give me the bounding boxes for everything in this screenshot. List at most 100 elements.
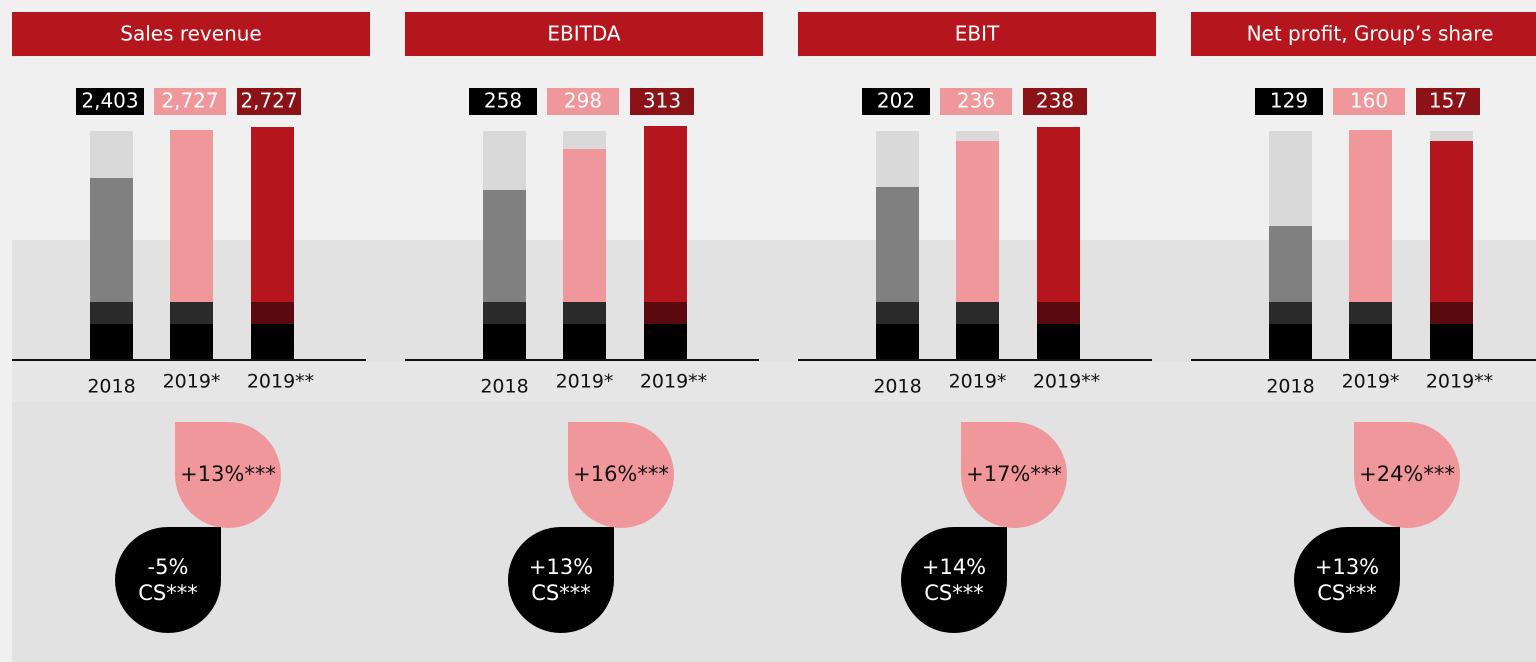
bar-cap	[956, 131, 999, 141]
bar-cap	[563, 131, 606, 149]
value-label: 157	[1429, 89, 1467, 113]
panel-title: Net profit, Group’s share	[1247, 22, 1494, 46]
category: 2019**	[640, 371, 707, 393]
bar-main	[956, 141, 999, 302]
bar-dark	[90, 302, 133, 324]
category: 2018	[873, 376, 921, 398]
bubble-bottom	[901, 527, 1007, 633]
label-box	[1416, 88, 1480, 115]
label-box	[547, 88, 619, 115]
category: 2019*	[556, 371, 614, 393]
panel-title: EBIT	[955, 22, 1000, 46]
bubble-bottom	[508, 527, 614, 633]
bar-base	[1430, 324, 1473, 360]
panel-title: Sales revenue	[120, 22, 261, 46]
bubble-bottom-text: CS***	[924, 581, 984, 605]
bar-dark	[644, 302, 687, 324]
bubble-top	[175, 422, 281, 528]
panel: Sales revenue 2,403 2018 2,727 2019* 2,727 201…	[12, 12, 370, 633]
bubble-bottom	[1294, 527, 1400, 633]
bar-dark	[251, 302, 294, 324]
bubble-top	[568, 422, 674, 528]
category: 2019*	[1342, 371, 1400, 393]
label-box	[76, 88, 144, 115]
bar-dark	[1037, 302, 1080, 324]
bar-main	[1269, 226, 1312, 302]
category: 2019*	[163, 371, 221, 393]
label-box	[469, 88, 537, 115]
bar-base	[956, 324, 999, 360]
bar-cap	[876, 131, 919, 187]
bar-main	[170, 130, 213, 302]
bubble-top-text: +13%***	[180, 462, 276, 486]
bar-base	[644, 324, 687, 360]
panel: EBIT 202 2018 236 2019* 238 2019** +17%*** +14%C…	[798, 12, 1156, 633]
value-label: 2,403	[81, 89, 138, 113]
bubble-bottom	[115, 527, 221, 633]
bubble-top	[961, 422, 1067, 528]
category: 2019**	[1426, 371, 1493, 393]
title-bar	[405, 12, 763, 56]
bar-main	[1037, 127, 1080, 302]
panel: Net profit, Group’s share 129 2018 160 2019*…	[1191, 12, 1536, 633]
bar-base	[251, 324, 294, 360]
bar-cap	[90, 131, 133, 178]
title-bar	[1191, 12, 1536, 56]
panel-title: EBITDA	[547, 22, 621, 46]
title-bar	[798, 12, 1156, 56]
value-label: 258	[484, 89, 522, 113]
bar-base	[563, 324, 606, 360]
panel: EBITDA 258 2018 298 2019* 313 2019** +16%*** +13…	[405, 12, 763, 633]
bar-base	[1037, 324, 1080, 360]
bubble-top-text: +16%***	[573, 462, 669, 486]
bubble-bottom-text: CS***	[138, 581, 198, 605]
label-box	[940, 88, 1012, 115]
bar-main	[1430, 141, 1473, 302]
bar-cap	[1430, 131, 1473, 141]
label-band	[12, 362, 1536, 402]
category: 2018	[1266, 376, 1314, 398]
value-label: 313	[643, 89, 681, 113]
label-box	[1333, 88, 1405, 115]
category: 2019**	[247, 371, 314, 393]
bar-main	[563, 149, 606, 302]
value-label: 2,727	[161, 89, 218, 113]
bubble-bottom-text: CS***	[531, 581, 591, 605]
bar-main	[483, 190, 526, 302]
category: 2019**	[1033, 371, 1100, 393]
category: 2019*	[949, 371, 1007, 393]
bar-cap	[1269, 131, 1312, 226]
bubble-bottom-text: +14%	[922, 555, 986, 579]
value-label: 238	[1036, 89, 1074, 113]
category: 2018	[480, 376, 528, 398]
bar-base	[170, 324, 213, 360]
bar-base	[1349, 324, 1392, 360]
bar-main	[876, 187, 919, 302]
bar-dark	[1269, 302, 1312, 324]
bar-base	[483, 324, 526, 360]
bubble-top-text: +17%***	[966, 462, 1062, 486]
title-bar	[12, 12, 370, 56]
value-label: 129	[1270, 89, 1308, 113]
label-box	[1023, 88, 1087, 115]
bar-dark	[483, 302, 526, 324]
bar-main	[1349, 130, 1392, 302]
bar-base	[876, 324, 919, 360]
label-box	[154, 88, 226, 115]
bar-dark	[1349, 302, 1392, 324]
bubble-bottom-text: +13%	[529, 555, 593, 579]
label-box	[1255, 88, 1323, 115]
bubble-bottom-text: +13%	[1315, 555, 1379, 579]
label-box	[630, 88, 694, 115]
bubble-top-text: +24%***	[1359, 462, 1455, 486]
bubble-bottom-text: CS***	[1317, 581, 1377, 605]
label-box	[237, 88, 301, 115]
value-label: 160	[1350, 89, 1388, 113]
bubble-top	[1354, 422, 1460, 528]
value-label: 298	[564, 89, 602, 113]
bar-dark	[956, 302, 999, 324]
bubble-bottom-text: -5%	[148, 555, 189, 579]
bar-dark	[563, 302, 606, 324]
